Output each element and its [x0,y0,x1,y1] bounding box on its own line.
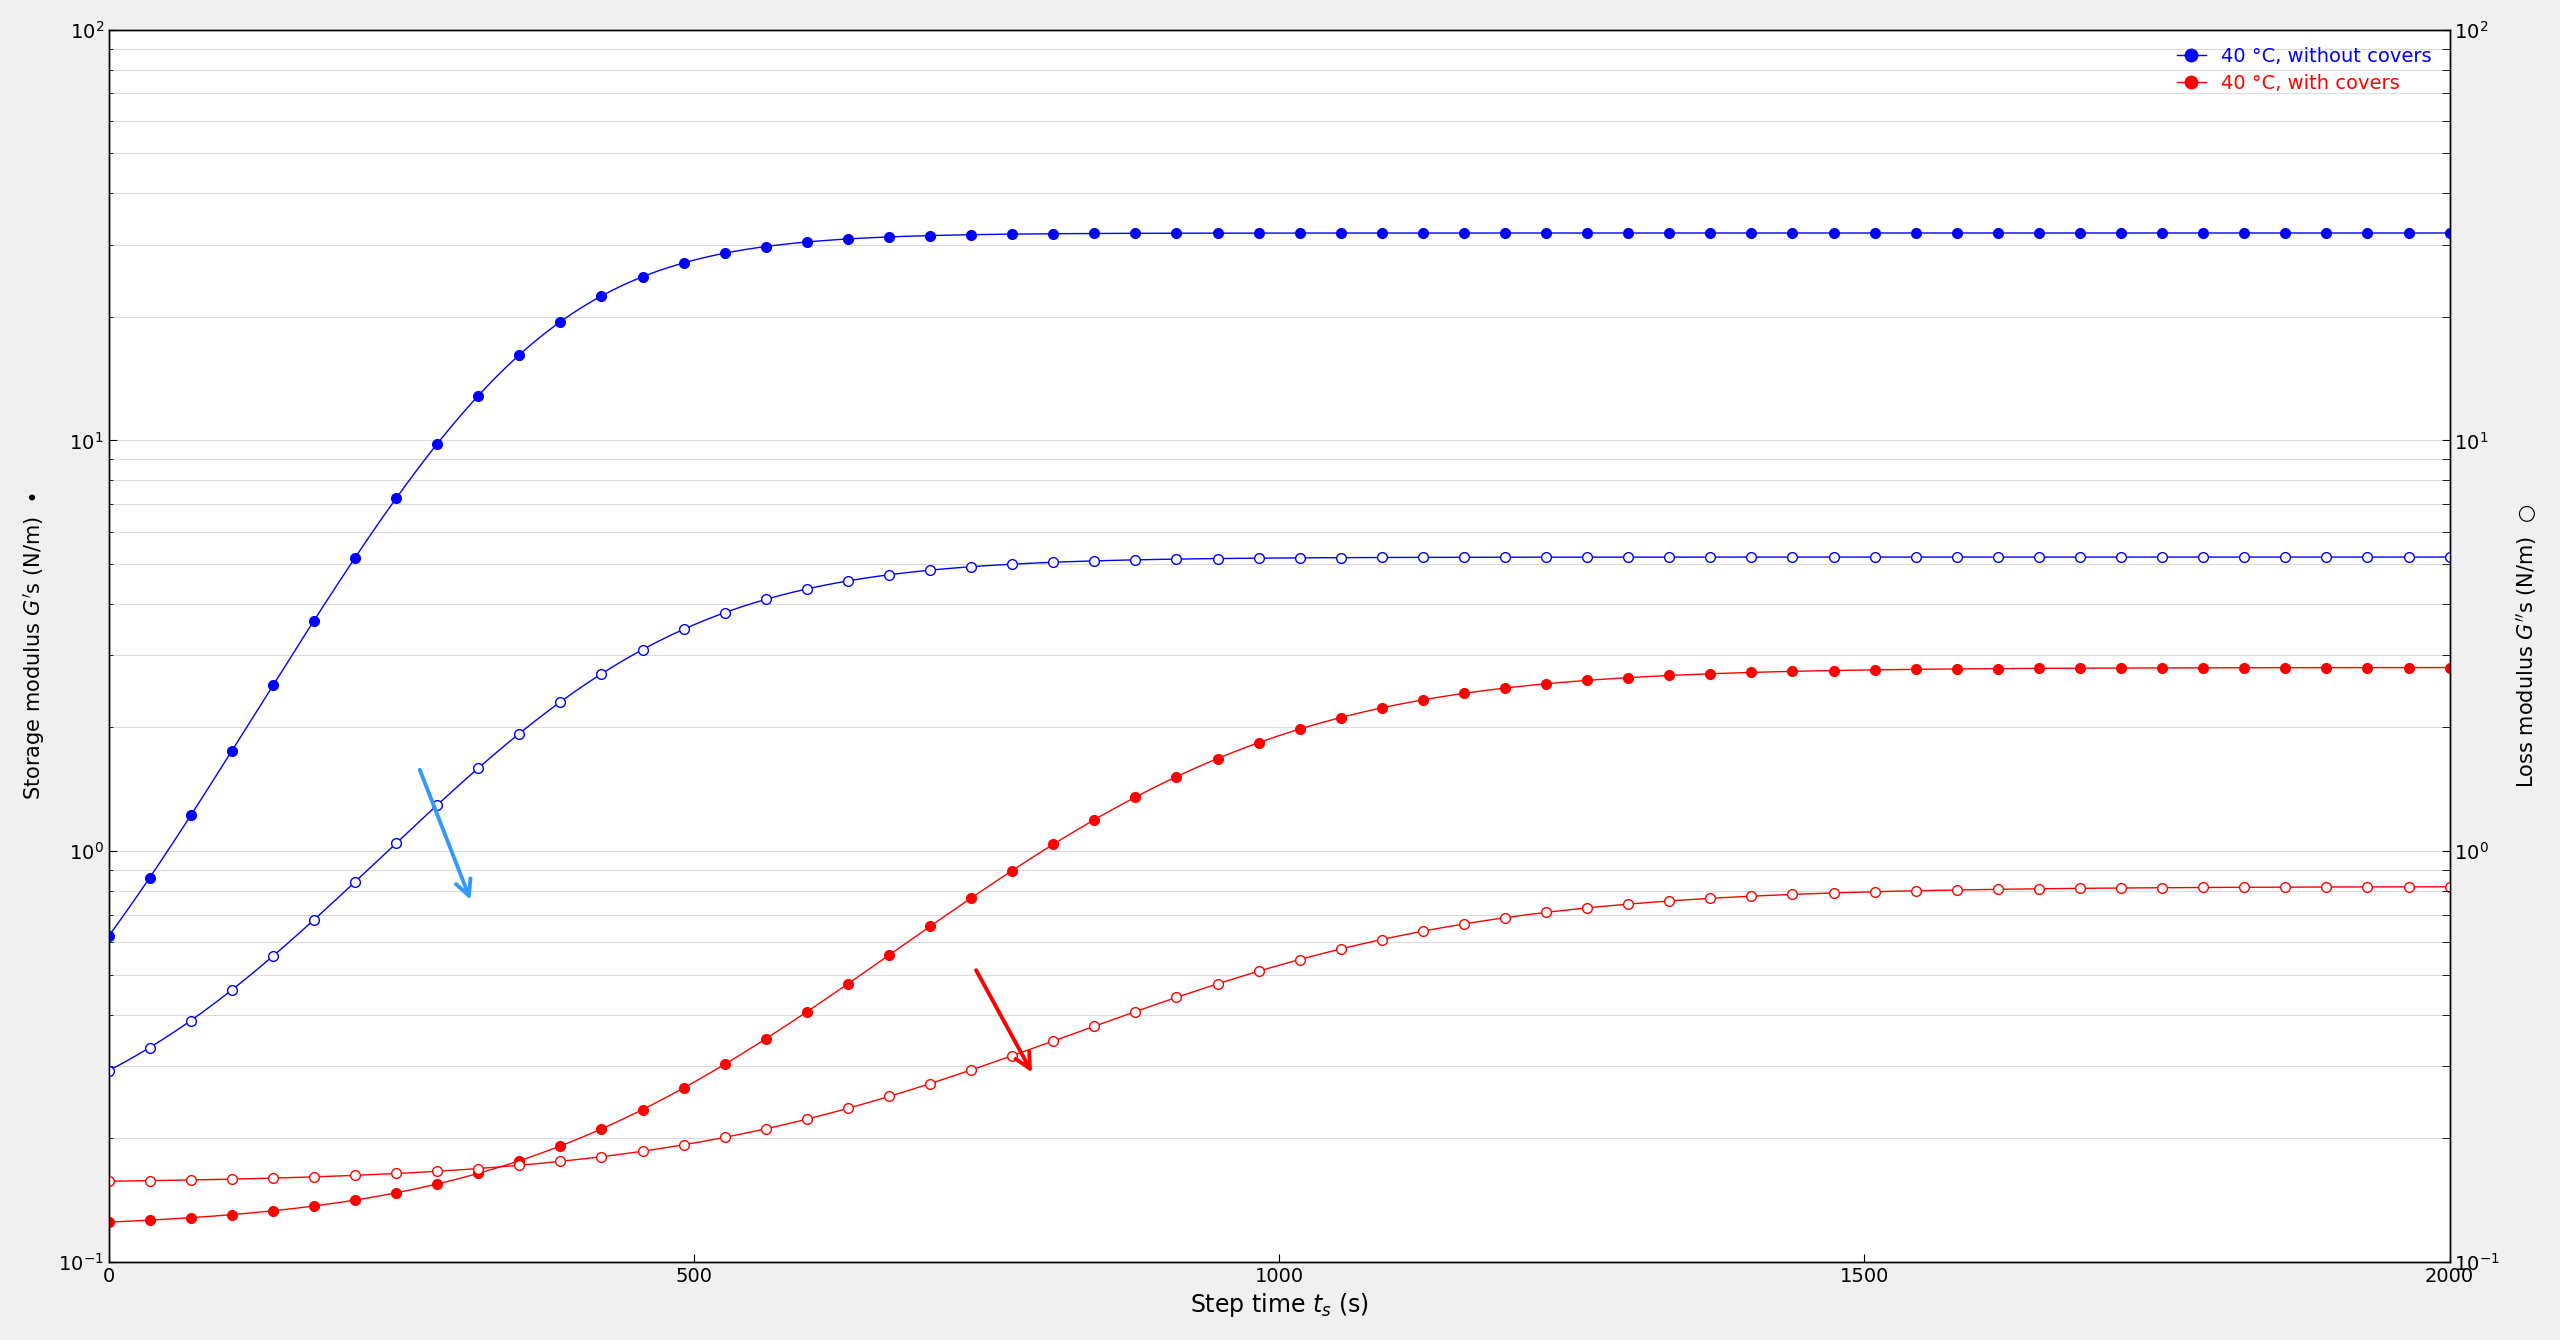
Y-axis label: Loss modulus $G''$s (N/m)  $\bigcirc$: Loss modulus $G''$s (N/m) $\bigcirc$ [2514,504,2540,788]
X-axis label: Step time $t_s$ (s): Step time $t_s$ (s) [1190,1292,1370,1319]
Y-axis label: Storage modulus $G'$s (N/m)  $\bullet$: Storage modulus $G'$s (N/m) $\bullet$ [20,492,46,800]
Legend: 40 °C, without covers, 40 °C, with covers: 40 °C, without covers, 40 °C, with cover… [2168,39,2440,100]
